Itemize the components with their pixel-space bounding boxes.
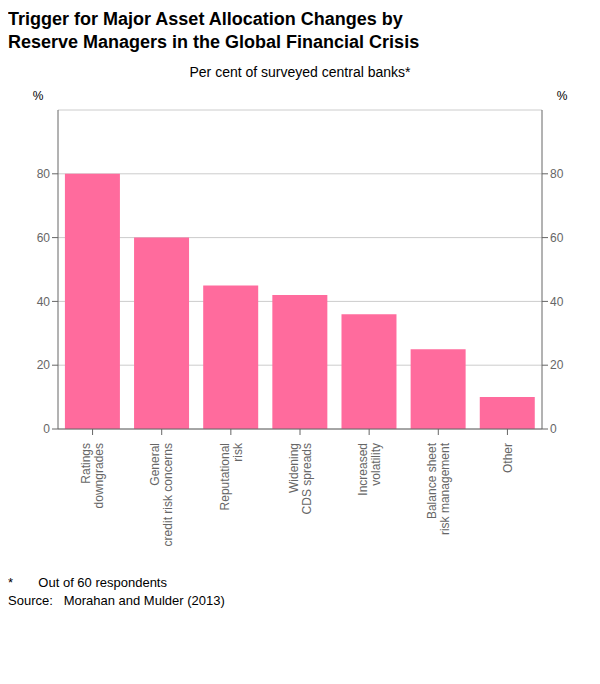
svg-text:0: 0 xyxy=(550,422,557,436)
svg-text:60: 60 xyxy=(37,231,51,245)
svg-text:Other: Other xyxy=(501,443,515,473)
svg-text:80: 80 xyxy=(550,167,564,181)
svg-text:%: % xyxy=(33,89,44,103)
html-text:Per cent of surveyed central b: Per cent of surveyed central banks* xyxy=(189,64,411,80)
html-text:Trigger for Major Asset Alloca: Trigger for Major Asset Allocation Chang… xyxy=(8,9,403,29)
svg-text:80: 80 xyxy=(37,167,51,181)
html-text:* Out of 60 respondents: * Out of 60 respondents xyxy=(8,575,167,590)
svg-text:Generalcredit risk concerns: Generalcredit risk concerns xyxy=(148,443,175,546)
svg-text:0: 0 xyxy=(43,422,50,436)
svg-text:20: 20 xyxy=(37,358,51,372)
svg-text:WideningCDS spreads: WideningCDS spreads xyxy=(287,443,314,514)
svg-text:20: 20 xyxy=(550,358,564,372)
svg-text:Ratingsdowngrades: Ratingsdowngrades xyxy=(79,443,106,508)
svg-text:Increasedvolatility: Increasedvolatility xyxy=(356,443,383,496)
svg-text:40: 40 xyxy=(550,295,564,309)
svg-text:Reputationalrisk: Reputationalrisk xyxy=(218,442,245,510)
svg-text:Balance sheetrisk management: Balance sheetrisk management xyxy=(425,442,452,535)
html-text:Source: Morahan and Mulder (20: Source: Morahan and Mulder (2013) xyxy=(8,593,225,608)
svg-text:%: % xyxy=(557,89,568,103)
svg-text:40: 40 xyxy=(37,295,51,309)
html-text:Reserve Managers in the Global: Reserve Managers in the Global Financial… xyxy=(8,32,420,52)
svg-text:60: 60 xyxy=(550,231,564,245)
